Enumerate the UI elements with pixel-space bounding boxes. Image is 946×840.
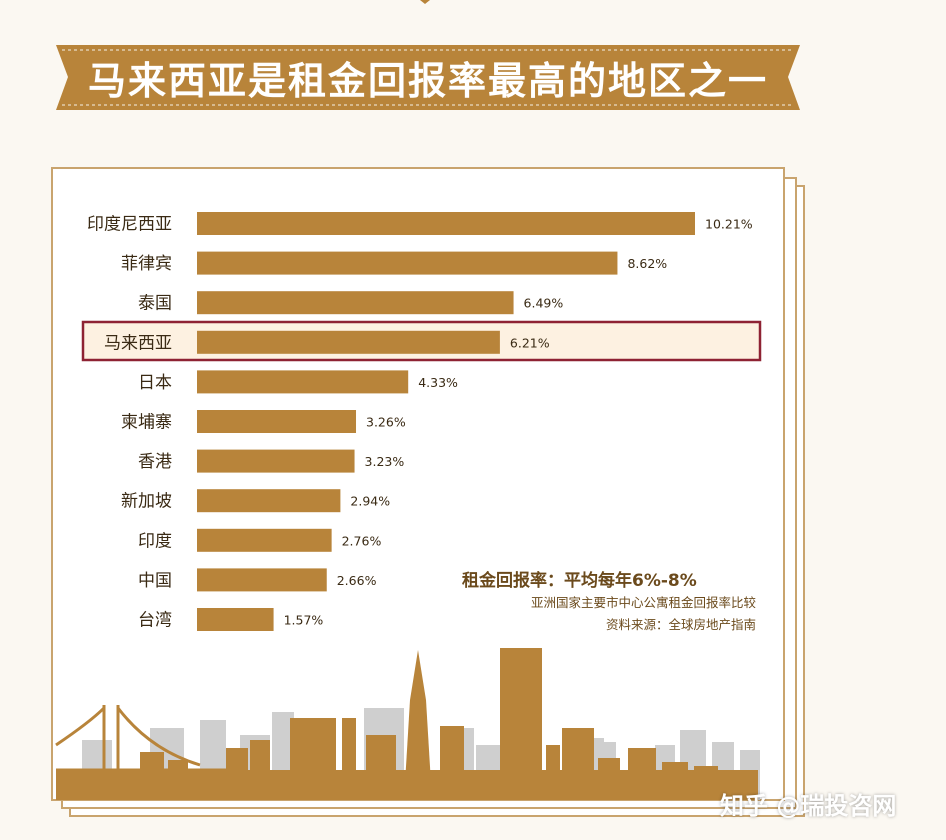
- note-subtitle: 亚洲国家主要市中心公寓租金回报率比较: [530, 595, 756, 610]
- chart-title: 马来西亚是租金回报率最高的地区之一: [87, 58, 768, 103]
- note-title: 租金回报率：平均每年6%-8%: [462, 571, 697, 591]
- value-label: 6.21%: [510, 335, 550, 350]
- bar: [197, 528, 332, 552]
- category-label: 台湾: [138, 611, 172, 631]
- bar: [197, 251, 618, 275]
- value-label: 6.49%: [524, 296, 564, 311]
- city-skyline: [55, 648, 760, 800]
- value-label: 4.33%: [418, 375, 458, 390]
- bar: [197, 330, 500, 354]
- category-label: 印度尼西亚: [87, 215, 172, 235]
- watermark-text: 知乎 @瑞投咨网: [720, 792, 897, 820]
- bar: [197, 410, 357, 433]
- title-banner: [56, 45, 800, 110]
- value-label: 1.57%: [284, 613, 324, 628]
- value-label: 8.62%: [627, 256, 667, 271]
- value-label: 10.21%: [705, 217, 753, 232]
- bar: [197, 291, 514, 315]
- category-label: 柬埔寨: [121, 413, 172, 433]
- bar: [197, 212, 695, 235]
- category-label: 香港: [138, 452, 172, 472]
- category-label: 马来西亚: [104, 333, 172, 353]
- value-label: 3.26%: [366, 415, 406, 430]
- category-label: 菲律宾: [121, 254, 172, 274]
- bar: [197, 489, 341, 513]
- value-label: 2.76%: [342, 533, 382, 548]
- bar: [197, 568, 327, 592]
- bar: [197, 370, 409, 394]
- value-label: 2.66%: [337, 573, 377, 588]
- category-label: 印度: [138, 531, 172, 551]
- category-label: 泰国: [138, 294, 172, 314]
- note-source: 资料来源：全球房地产指南: [605, 617, 756, 632]
- bar: [197, 608, 274, 631]
- value-label: 2.94%: [350, 494, 390, 509]
- category-label: 新加坡: [121, 492, 172, 512]
- category-label: 日本: [138, 373, 172, 393]
- category-label: 中国: [138, 571, 172, 591]
- bar-chart: 印度尼西亚 10.21% 菲律宾 8.62% 泰国 6.49% 马来西亚 6.21% 日本 4.3…: [87, 212, 753, 631]
- value-label: 3.23%: [365, 454, 405, 469]
- bar: [197, 449, 355, 473]
